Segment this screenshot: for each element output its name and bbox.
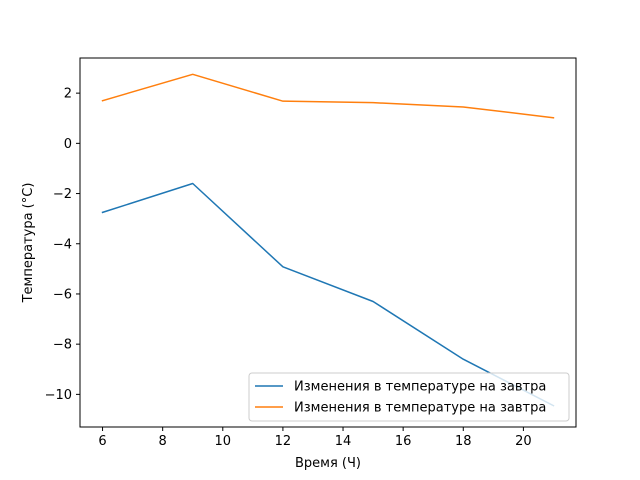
y-tick-label: −6 (53, 287, 72, 302)
legend-label-0: Изменения в температуре на завтра (294, 380, 546, 395)
x-tick-label: 6 (98, 434, 106, 449)
series-layer (101, 73, 555, 407)
y-tick-label: 2 (64, 87, 72, 102)
y-axis-ticks: 2 0 −2 −4 −6 −8 −10 (45, 87, 80, 403)
y-tick-label: −2 (53, 187, 72, 202)
legend-label-1: Изменения в температуре на завтра (294, 401, 546, 416)
y-axis-label: Температура (°C) (21, 183, 36, 304)
legend-box (248, 372, 570, 422)
y-tick-label: −4 (53, 237, 72, 252)
x-tick-label: 16 (395, 434, 412, 449)
x-tick-label: 12 (275, 434, 292, 449)
y-tick-label: 0 (64, 137, 72, 152)
plot-frame (79, 57, 577, 428)
series-line-0 (101, 182, 555, 407)
x-tick-label: 10 (215, 434, 232, 449)
x-tick-label: 18 (455, 434, 472, 449)
legend: Изменения в температуре на завтра Изменен… (248, 372, 570, 422)
x-axis-label: Время (Ч) (295, 456, 361, 471)
y-tick-label: −8 (53, 338, 72, 353)
x-axis-ticks: 6 8 10 12 14 16 18 20 (98, 427, 532, 449)
x-tick-label: 20 (515, 434, 532, 449)
x-tick-label: 8 (159, 434, 167, 449)
series-line-1 (101, 73, 555, 119)
y-tick-label: −10 (45, 388, 72, 403)
plot-area (80, 58, 576, 427)
x-tick-label: 14 (335, 434, 352, 449)
